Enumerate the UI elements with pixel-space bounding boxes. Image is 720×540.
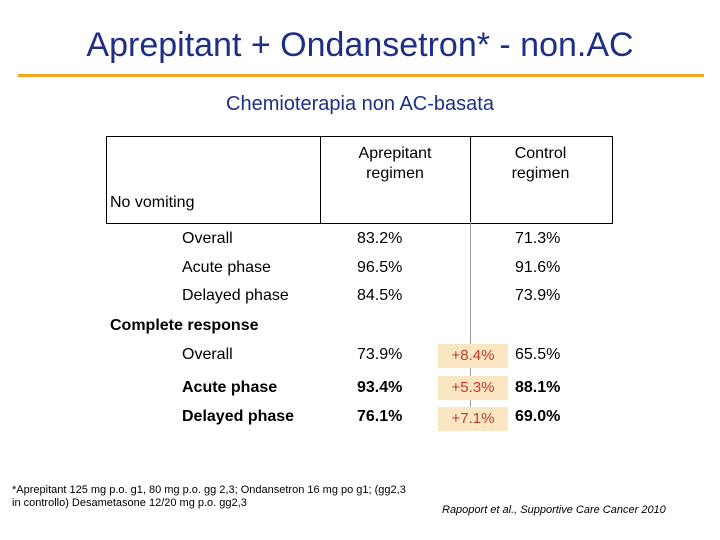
citation: Rapoport et al., Supportive Care Cancer …: [442, 504, 666, 516]
col-header-control-line2: regimen: [511, 165, 570, 182]
footnote: *Aprepitant 125 mg p.o. g1, 80 mg p.o. g…: [12, 484, 406, 509]
title-underline: [18, 74, 704, 77]
cell-control: 71.3%: [515, 230, 561, 247]
cell-control: 73.9%: [515, 287, 561, 304]
cell-aprepitant: 76.1%: [357, 408, 403, 425]
row-label: Delayed phase: [182, 408, 295, 425]
row-label: Overall: [182, 230, 233, 247]
cell-aprepitant: 93.4%: [357, 379, 403, 396]
col-header-aprepitant-line1: Aprepitant: [358, 145, 432, 162]
col-header-control: Control regimen: [470, 144, 611, 184]
delta-badge: +5.3%: [438, 376, 508, 400]
section-label-no-vomiting: No vomiting: [110, 194, 195, 211]
slide-subtitle: Chemioterapia non AC-basata: [226, 93, 494, 115]
cell-aprepitant: 96.5%: [357, 259, 403, 276]
table-divider-1: [320, 136, 321, 224]
table-divider-2: [470, 136, 471, 224]
col-header-aprepitant: Aprepitant regimen: [320, 144, 470, 184]
cell-control: 91.6%: [515, 259, 561, 276]
col-header-control-line1: Control: [514, 145, 567, 162]
row-label: Delayed phase: [182, 287, 289, 304]
cell-aprepitant: 73.9%: [357, 346, 403, 363]
section-label-complete-response: Complete response: [110, 317, 259, 334]
cell-control: 69.0%: [515, 408, 561, 425]
cell-control: 65.5%: [515, 346, 561, 363]
slide-title: Aprepitant + Ondansetron* - non.AC: [86, 26, 634, 64]
row-label: Acute phase: [182, 379, 278, 396]
cell-aprepitant: 83.2%: [357, 230, 403, 247]
cell-aprepitant: 84.5%: [357, 287, 403, 304]
row-label: Overall: [182, 346, 233, 363]
delta-badge: +8.4%: [438, 344, 508, 368]
row-label: Acute phase: [182, 259, 271, 276]
table-header-frame: [106, 136, 613, 224]
col-header-aprepitant-line2: regimen: [366, 165, 424, 182]
delta-badge: +7.1%: [438, 407, 508, 431]
table-divider-faint: [470, 222, 471, 430]
cell-control: 88.1%: [515, 379, 561, 396]
